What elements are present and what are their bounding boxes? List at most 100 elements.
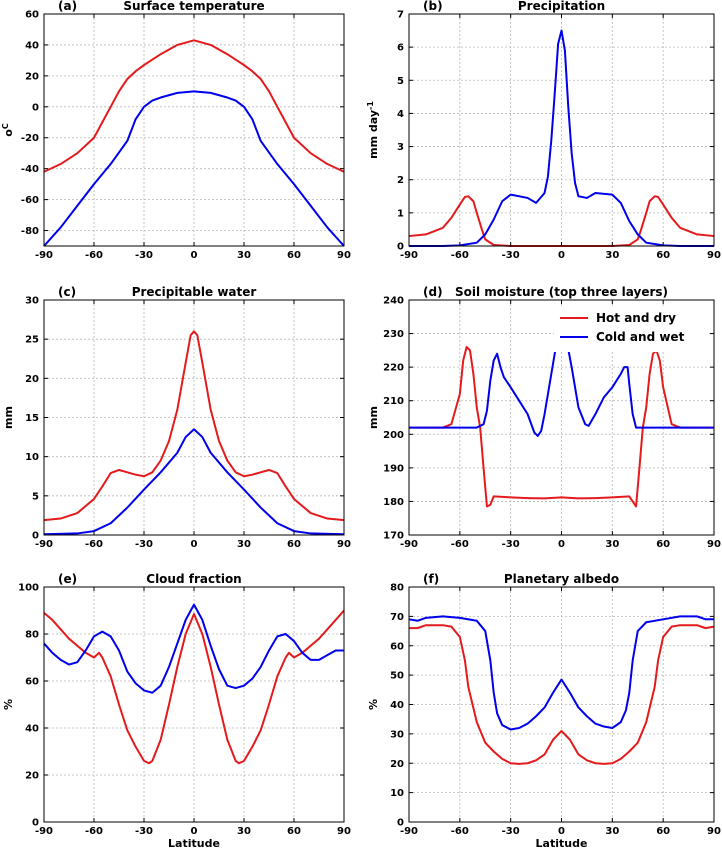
x-tick-label: 0: [558, 539, 565, 550]
series-line-0: [43, 39, 345, 173]
panel-a: -90 -60 -30 0 30 60 90 -80 -60 -40 -20 0 20 40 60 Surfa…: [1, 0, 351, 261]
series-line-0: [43, 609, 345, 765]
y-tick-label: 0: [32, 102, 39, 113]
x-tick-label: -60: [85, 826, 103, 837]
y-tick-label: 4: [397, 109, 404, 120]
x-tick-label: -90: [400, 250, 418, 261]
y-tick-label: 0: [397, 818, 404, 829]
x-tick-label: -30: [135, 826, 153, 837]
y-tick-label: 190: [383, 463, 404, 474]
panel-label: (c): [58, 285, 76, 299]
y-tick-label: 50: [390, 671, 404, 682]
panel-title: Surface temperature: [123, 0, 264, 13]
x-tick-label: -90: [400, 539, 418, 550]
y-tick-label: 200: [383, 430, 404, 441]
panel-label: (d): [423, 285, 443, 299]
y-tick-label: 6: [397, 43, 404, 54]
x-tick-label: 30: [605, 826, 619, 837]
x-tick-label: 60: [287, 826, 301, 837]
y-tick-label: 25: [25, 335, 39, 346]
y-tick-label: 170: [383, 531, 404, 542]
y-tick-label: 220: [383, 363, 404, 374]
series-line-1: [43, 428, 345, 536]
panel-title: Precipitable water: [132, 285, 257, 299]
x-tick-label: 60: [287, 250, 301, 261]
y-tick-label: 40: [25, 40, 39, 51]
x-tick-label: 90: [337, 250, 351, 261]
legend-box: [554, 306, 708, 352]
panel-label: (f): [423, 572, 439, 586]
x-tick-label: -30: [502, 539, 520, 550]
y-tick-label: 180: [383, 497, 404, 508]
x-tick-label: -90: [400, 826, 418, 837]
x-tick-label: 30: [605, 539, 619, 550]
y-axis-label: mm: [367, 406, 380, 429]
x-tick-label: -60: [85, 539, 103, 550]
panel-title: Cloud fraction: [146, 572, 241, 586]
panel-label: (a): [58, 0, 77, 13]
y-tick-label: 5: [32, 491, 39, 502]
y-tick-label: -40: [21, 164, 39, 175]
y-tick-label: 60: [25, 677, 39, 688]
y-tick-label: 80: [25, 630, 39, 641]
y-tick-label: 80: [390, 583, 404, 594]
y-axis-label: mm day-1: [366, 101, 381, 159]
y-tick-label: 0: [32, 531, 39, 542]
y-tick-label: 40: [25, 724, 39, 735]
x-tick-label: 30: [237, 250, 251, 261]
panel-d: -90 -60 -30 0 30 60 90 170 180 190 200 210 220 230 240…: [367, 285, 721, 550]
x-tick-label: -60: [451, 250, 469, 261]
panel-f: -90 -60 -30 0 30 60 90 0 10 20 30 40 50 60 70 80 Planeta…: [367, 572, 721, 850]
y-tick-label: -80: [21, 226, 39, 237]
y-tick-label: 3: [397, 142, 404, 153]
x-tick-label: 60: [656, 250, 670, 261]
y-tick-label: 1: [397, 208, 404, 219]
panel-label: (b): [423, 0, 443, 13]
y-tick-label: 60: [390, 641, 404, 652]
y-tick-label: 30: [25, 296, 39, 307]
series-line-0: [409, 346, 714, 508]
panel-title: Soil moisture (top three layers): [455, 285, 668, 299]
y-axis-label-sup: -1: [366, 101, 375, 110]
x-tick-label: -60: [451, 539, 469, 550]
x-tick-label: -30: [135, 250, 153, 261]
y-tick-label: 20: [390, 759, 404, 770]
x-tick-label: 90: [707, 539, 721, 550]
legend-entry-1: Cold and wet: [596, 330, 685, 344]
legend: Hot and dry Cold and wet: [554, 306, 708, 352]
panel-e: -90 -60 -30 0 30 60 90 0 20 40 60 80 100 Cloud fracti…: [2, 572, 351, 850]
x-tick-label: 90: [337, 539, 351, 550]
y-tick-label: 30: [390, 729, 404, 740]
x-tick-label: -90: [35, 250, 53, 261]
panel-title: Precipitation: [518, 0, 605, 13]
y-axis-label: %: [2, 699, 15, 710]
y-axis-label-base: o: [2, 129, 15, 137]
series-line-1: [43, 603, 344, 694]
x-tick-label: 0: [191, 250, 198, 261]
x-tick-label: -90: [35, 539, 53, 550]
y-tick-label: 10: [25, 452, 39, 463]
x-tick-label: 60: [656, 826, 670, 837]
y-tick-label: -20: [21, 133, 39, 144]
y-tick-label: 0: [397, 242, 404, 253]
x-tick-label: -60: [85, 250, 103, 261]
x-tick-label: 30: [237, 826, 251, 837]
y-tick-label: 10: [390, 788, 404, 799]
x-tick-label: -30: [135, 539, 153, 550]
x-tick-label: 90: [707, 250, 721, 261]
y-axis-label-sup: C: [1, 123, 10, 129]
series-line-0: [409, 624, 715, 765]
legend-entry-0: Hot and dry: [596, 311, 676, 325]
panel-c: -90 -60 -30 0 30 60 90 0 5 10 15 20 25 30 Precipitable…: [2, 285, 351, 550]
y-tick-label: 210: [383, 396, 404, 407]
x-tick-label: -60: [451, 826, 469, 837]
y-tick-label: 5: [397, 76, 404, 87]
x-tick-label: 30: [237, 539, 251, 550]
y-tick-label: 2: [397, 175, 404, 186]
y-tick-label: 20: [25, 71, 39, 82]
series-line-1: [408, 615, 714, 731]
panel-title: Planetary albedo: [504, 572, 619, 586]
x-tick-label: -90: [35, 826, 53, 837]
